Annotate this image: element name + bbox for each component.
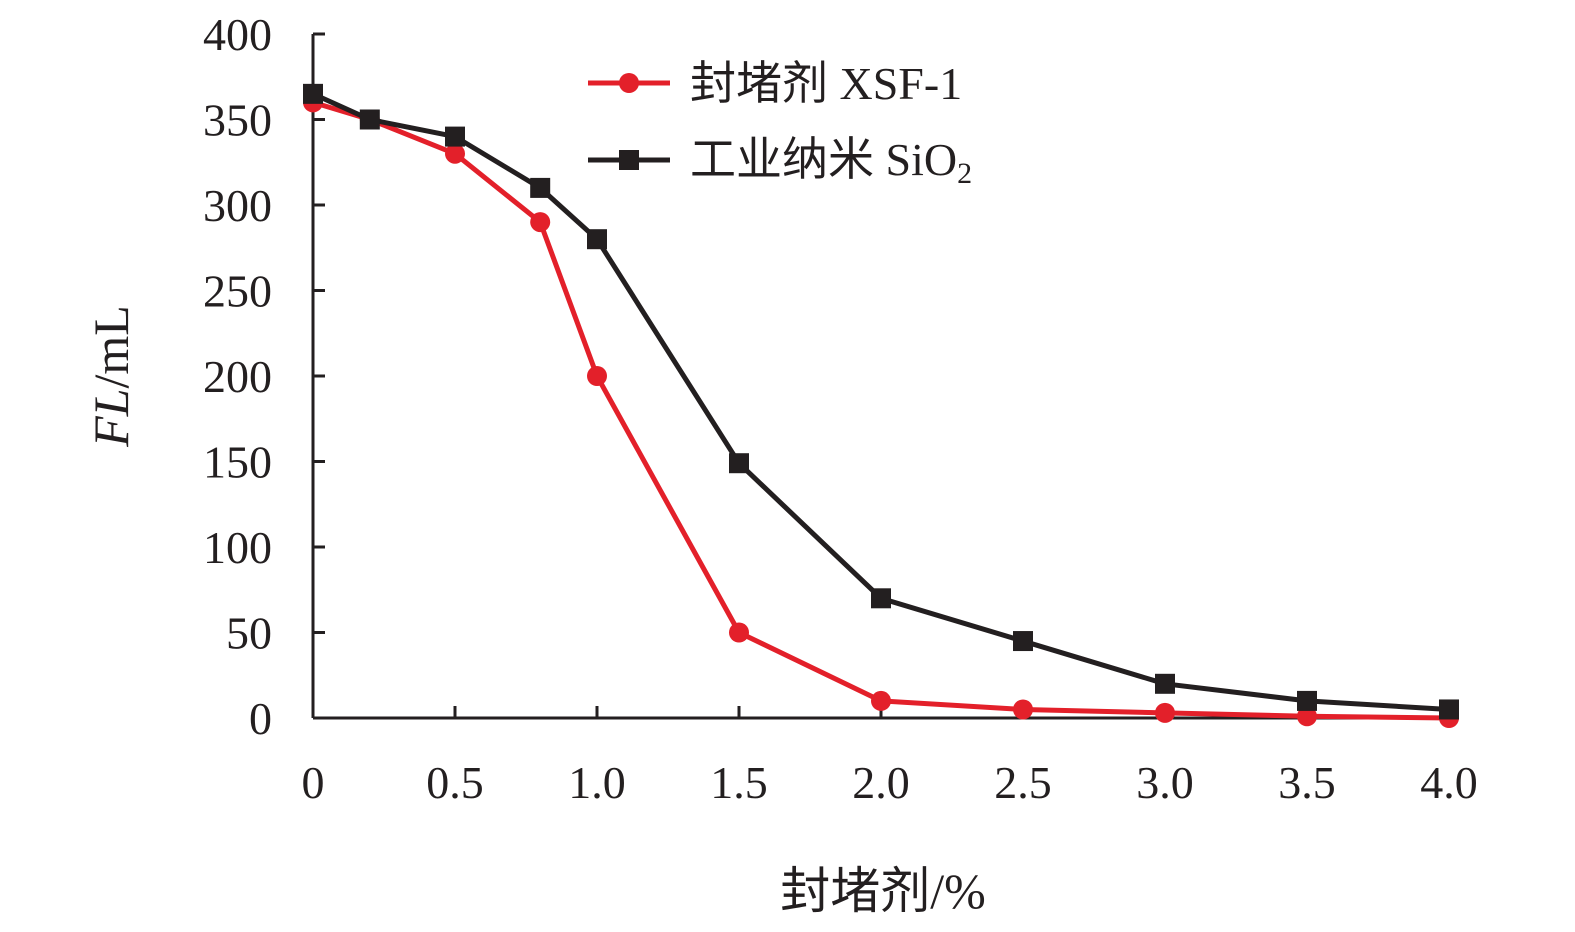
data-point [1155, 702, 1175, 723]
data-point [1297, 690, 1317, 711]
legend-marker-xsf1 [619, 73, 639, 93]
y-tick-label: 50 [226, 608, 272, 659]
data-point [1013, 699, 1033, 720]
x-tick-label: 0 [302, 757, 325, 808]
y-axis-label-italic: FL [83, 388, 139, 447]
x-tick-label: 3.0 [1136, 757, 1194, 808]
x-tick-label: 2.0 [852, 757, 910, 808]
y-tick-label: 400 [203, 9, 272, 60]
x-tick-label: 0.5 [426, 757, 484, 808]
x-tick-label: 1.5 [710, 757, 768, 808]
y-axis-label-unit: /mL [83, 305, 139, 388]
data-point [871, 588, 891, 609]
data-point [445, 126, 465, 147]
y-axis-label: FL/mL [83, 305, 139, 448]
y-tick-label: 0 [249, 693, 272, 744]
y-tick-label: 150 [203, 437, 272, 488]
legend-label-sio2-text: 工业纳米 SiO [690, 134, 957, 185]
x-tick-label: 1.0 [568, 757, 626, 808]
legend-label-sio2: 工业纳米 SiO2 [690, 134, 972, 190]
data-point [729, 453, 749, 474]
x-axis-ticks: 0 0.5 1.0 1.5 2.0 2.5 3.0 3.5 4.0 [302, 706, 1478, 808]
y-axis-ticks: 0 50 100 150 200 250 300 350 400 [203, 9, 325, 744]
series-sio2 [303, 83, 1459, 720]
series-line [311, 91, 1450, 712]
legend-marker-sio2 [619, 150, 639, 170]
y-tick-label: 300 [203, 180, 272, 231]
y-tick-label: 250 [203, 266, 272, 317]
series-xsf1 [303, 92, 1459, 728]
data-point [1439, 699, 1459, 720]
legend-label-xsf1: 封堵剂 XSF-1 [690, 58, 962, 109]
x-tick-label: 3.5 [1278, 757, 1336, 808]
data-point [530, 212, 551, 233]
series-line [312, 100, 1450, 721]
data-point [303, 83, 323, 104]
legend: 封堵剂 XSF-1 工业纳米 SiO2 [588, 58, 972, 190]
data-point [359, 109, 380, 130]
legend-label-sio2-subscript: 2 [957, 157, 972, 190]
data-point [587, 229, 607, 250]
data-point [445, 143, 465, 164]
data-point [1013, 631, 1033, 652]
data-point [1297, 706, 1317, 727]
legend-entry-xsf1: 封堵剂 XSF-1 [588, 58, 962, 109]
legend-entry-sio2: 工业纳米 SiO2 [588, 134, 972, 190]
x-tick-label: 2.5 [994, 757, 1052, 808]
data-point [871, 690, 891, 711]
data-point [729, 622, 749, 643]
x-tick-label: 4.0 [1420, 757, 1478, 808]
y-tick-label: 100 [203, 522, 272, 573]
series-layer [303, 83, 1459, 728]
data-point [587, 366, 607, 386]
y-tick-label: 200 [203, 351, 272, 402]
data-point [530, 177, 551, 198]
data-point [1155, 673, 1175, 694]
y-tick-label: 350 [203, 95, 272, 146]
x-axis-label: 封堵剂/% [780, 863, 986, 919]
